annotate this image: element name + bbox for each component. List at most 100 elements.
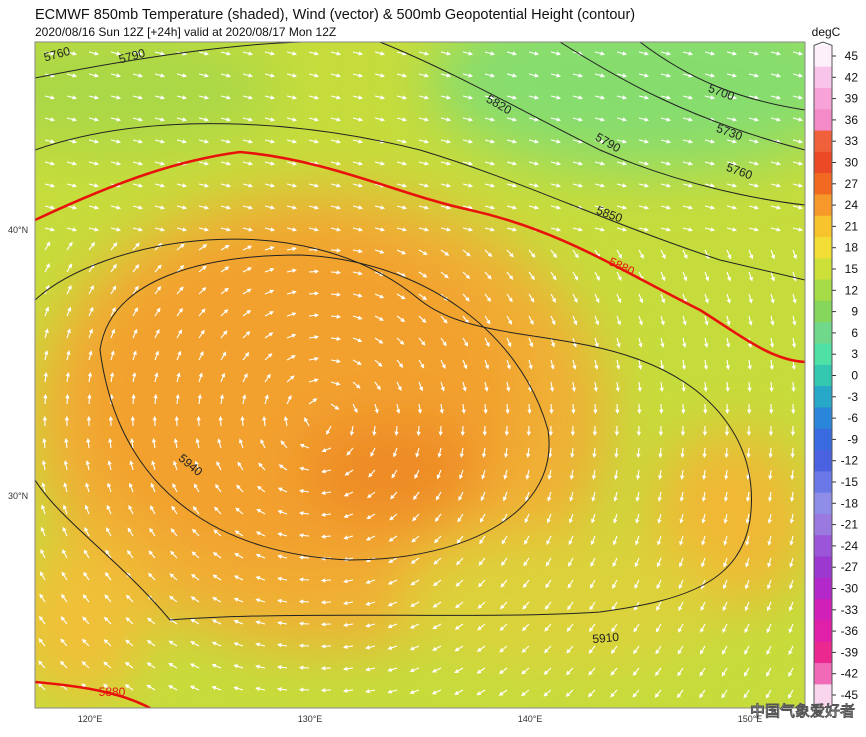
- colorbar-label: 39: [845, 92, 859, 106]
- colorbar-label: 30: [845, 156, 859, 170]
- colorbar-label: 24: [845, 198, 859, 212]
- colorbar-swatch: [814, 450, 832, 472]
- wind-arrow: [682, 448, 683, 457]
- colorbar-label: 33: [845, 134, 859, 148]
- colorbar-label: -42: [841, 667, 859, 681]
- wind-arrow: [793, 382, 794, 391]
- wind-arrow: [771, 382, 772, 391]
- wind-arrow: [726, 448, 727, 457]
- lon-label: 130°E: [298, 714, 323, 724]
- wind-arrow: [309, 249, 318, 250]
- subtitle: 2020/08/16 Sun 12Z [+24h] valid at 2020/…: [35, 25, 336, 39]
- colorbar-label: 42: [845, 70, 859, 84]
- map-area: [0, 0, 866, 708]
- wind-arrow: [322, 580, 331, 581]
- colorbar-swatch: [814, 131, 832, 153]
- colorbar-swatch: [814, 216, 832, 238]
- colorbar-swatch: [814, 258, 832, 280]
- colorbar-label: -30: [841, 582, 859, 596]
- colorbar-label: 18: [845, 241, 859, 255]
- colorbar-swatch: [814, 557, 832, 579]
- colorbar-label: -45: [841, 688, 859, 702]
- colorbar-swatch: [814, 407, 832, 429]
- colorbar-label: -6: [847, 411, 858, 425]
- colorbar-unit: degC: [812, 25, 841, 39]
- colorbar-swatch: [814, 599, 832, 621]
- wind-arrow: [309, 293, 318, 294]
- wind-arrow: [418, 426, 419, 435]
- colorbar-label: 3: [851, 347, 858, 361]
- colorbar-label: 6: [851, 326, 858, 340]
- colorbar-label: -12: [841, 454, 859, 468]
- wind-arrow: [573, 404, 574, 413]
- colorbar-swatch: [814, 173, 832, 195]
- colorbar-label: 12: [845, 283, 859, 297]
- wind-arrow: [792, 448, 793, 457]
- wind-arrow: [331, 272, 340, 273]
- lat-label: 30°N: [8, 491, 28, 501]
- wind-arrow: [748, 448, 749, 457]
- colorbar-label: 0: [851, 369, 858, 383]
- colorbar-swatch: [814, 535, 832, 557]
- colorbar-swatch: [814, 642, 832, 664]
- colorbar-label: -33: [841, 603, 859, 617]
- colorbar-label: -36: [841, 624, 859, 638]
- contour-label: 5880: [99, 685, 126, 699]
- lon-label: 120°E: [78, 714, 103, 724]
- wind-arrow: [220, 417, 221, 426]
- wind-arrow: [67, 395, 68, 404]
- wind-arrow: [507, 404, 508, 413]
- colorbar-swatch: [814, 578, 832, 600]
- wind-arrow: [396, 426, 397, 435]
- colorbar-swatch: [814, 237, 832, 259]
- colorbar-swatch: [814, 301, 832, 323]
- lon-label: 150°E: [738, 714, 763, 724]
- colorbar-swatch: [814, 429, 832, 451]
- wind-arrow: [89, 395, 90, 404]
- colorbar-swatch: [814, 67, 832, 89]
- watermark: 中国气象爱好者: [750, 702, 855, 720]
- colorbar-swatch: [814, 471, 832, 493]
- colorbar-swatch: [814, 194, 832, 216]
- lat-label: 40°N: [8, 225, 28, 235]
- colorbar-swatch: [814, 344, 832, 366]
- colorbar-swatch: [814, 386, 832, 408]
- colorbar-swatch: [814, 109, 832, 131]
- colorbar-label: -21: [841, 518, 859, 532]
- colorbar-swatch: [814, 322, 832, 344]
- wind-arrow: [309, 271, 318, 272]
- wind-arrow: [638, 448, 639, 457]
- wind-arrow: [300, 557, 309, 558]
- colorbar-label: -15: [841, 475, 859, 489]
- wind-arrow: [242, 417, 243, 426]
- wind-arrow: [322, 602, 331, 603]
- colorbar-swatch: [814, 493, 832, 515]
- colorbar-swatch: [814, 45, 832, 67]
- colorbar-swatch: [814, 88, 832, 110]
- colorbar-label: -24: [841, 539, 859, 553]
- colorbar-label: 45: [845, 49, 859, 63]
- wind-arrow: [300, 601, 309, 602]
- wind-arrow: [660, 448, 661, 457]
- wind-arrow: [529, 404, 530, 413]
- wind-arrow: [770, 448, 771, 457]
- colorbar: 4542393633302724211815129630-3-6-9-12-15…: [814, 42, 858, 708]
- colorbar-swatch: [814, 514, 832, 536]
- colorbar-label: 27: [845, 177, 859, 191]
- wind-arrow: [704, 448, 705, 457]
- contour-label: 5910: [592, 630, 620, 646]
- colorbar-label: 9: [851, 305, 858, 319]
- wind-arrow: [133, 395, 134, 404]
- colorbar-label: -3: [847, 390, 858, 404]
- wind-arrow: [331, 294, 340, 295]
- colorbar-swatch: [814, 280, 832, 302]
- title: ECMWF 850mb Temperature (shaded), Wind (…: [35, 7, 635, 23]
- wind-arrow: [595, 404, 596, 413]
- wind-arrow: [331, 250, 340, 251]
- colorbar-label: 15: [845, 262, 859, 276]
- wind-arrow: [551, 404, 552, 413]
- colorbar-label: -9: [847, 432, 858, 446]
- colorbar-label: 36: [845, 113, 859, 127]
- colorbar-swatch: [814, 365, 832, 387]
